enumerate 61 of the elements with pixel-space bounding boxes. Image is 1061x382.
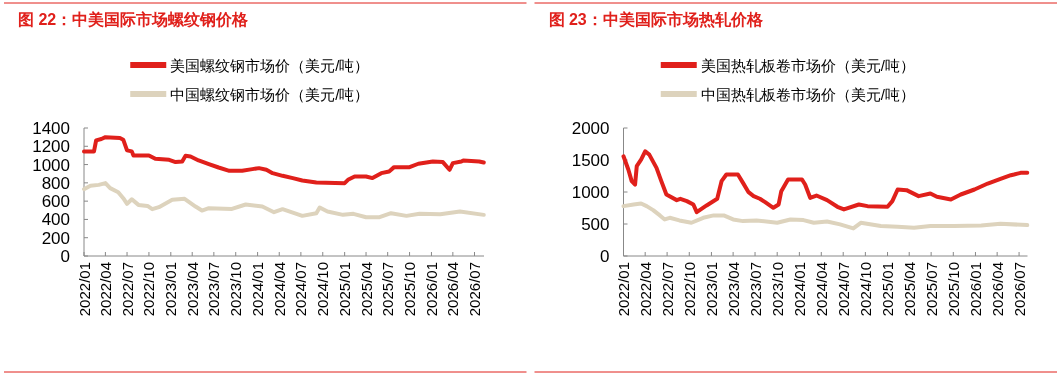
- x-tick-label: 2026/01: [966, 262, 984, 317]
- legend-label: 美国螺纹钢市场价（美元/吨）: [170, 57, 370, 74]
- y-tick-label: 1200: [32, 137, 70, 157]
- x-tick-label: 2022/10: [680, 262, 698, 317]
- x-tick-label: 2023/10: [768, 262, 786, 317]
- line-series: [82, 181, 486, 220]
- y-tick-label: 1400: [32, 119, 70, 138]
- line-series: [82, 135, 486, 186]
- x-tick-label: 2024/01: [790, 262, 808, 317]
- x-tick-label: 2023/07: [746, 262, 764, 317]
- x-tick-label: 2024/10: [314, 262, 332, 317]
- x-tick-label: 2022/01: [615, 262, 632, 317]
- line-series: [621, 149, 1030, 215]
- y-tick-label: 600: [41, 192, 70, 212]
- x-tick-label: 2025/04: [900, 262, 918, 317]
- x-tick-label: 2023/01: [702, 262, 720, 317]
- x-tick-label: 2026/01: [422, 262, 440, 317]
- x-tick-label: 2023/04: [724, 262, 742, 317]
- x-tick-label: 2025/04: [357, 262, 375, 317]
- line-series: [621, 201, 1030, 231]
- y-tick-label: 0: [600, 247, 610, 266]
- x-tick-label: 2024/01: [249, 262, 267, 317]
- y-tick-label: 1000: [32, 155, 70, 175]
- x-tick-label: 2022/10: [140, 262, 158, 317]
- x-tick-label: 2023/07: [205, 262, 223, 317]
- x-tick-label: 2024/07: [834, 262, 852, 317]
- x-tick-label: 2025/10: [401, 262, 419, 317]
- y-tick-label: 500: [581, 215, 610, 234]
- y-tick-label: 200: [41, 228, 70, 248]
- x-tick-label: 2026/04: [444, 262, 462, 317]
- x-tick-label: 2024/10: [856, 262, 874, 317]
- x-tick-label: 2025/01: [879, 262, 897, 317]
- legend-label: 美国热轧板卷市场价（美元/吨）: [700, 57, 915, 74]
- y-tick-label: 1000: [571, 183, 610, 202]
- x-tick-label: 2025/07: [922, 262, 940, 317]
- chart-title: 图 23：中美国际市场热轧价格: [548, 10, 764, 29]
- x-tick-label: 2026/07: [465, 262, 483, 317]
- y-tick-label: 2000: [571, 119, 610, 138]
- x-tick-label: 2023/04: [183, 262, 201, 317]
- chart-title: 图 22：中美国际市场螺纹钢价格: [18, 10, 250, 28]
- legend-label: 中国螺纹钢市场价（美元/吨）: [170, 86, 370, 103]
- x-tick-label: 2025/01: [336, 262, 354, 317]
- x-tick-label: 2026/04: [988, 262, 1006, 317]
- legend-label: 中国热轧板卷市场价（美元/吨）: [700, 86, 915, 103]
- x-tick-label: 2026/07: [1010, 262, 1028, 317]
- x-tick-label: 2024/04: [270, 262, 288, 317]
- x-tick-label: 2023/01: [162, 262, 180, 317]
- x-tick-label: 2024/04: [812, 262, 830, 317]
- x-tick-label: 2022/04: [96, 262, 114, 317]
- y-tick-label: 800: [41, 173, 70, 193]
- x-tick-label: 2025/10: [944, 262, 962, 317]
- x-tick-label: 2022/04: [636, 262, 654, 317]
- y-tick-label: 0: [60, 247, 70, 266]
- x-tick-label: 2023/10: [227, 262, 245, 317]
- x-tick-label: 2024/07: [292, 262, 310, 317]
- y-tick-label: 1500: [571, 151, 610, 170]
- x-tick-label: 2022/01: [75, 262, 93, 317]
- x-tick-label: 2022/07: [658, 262, 676, 317]
- y-tick-label: 400: [41, 210, 70, 230]
- x-tick-label: 2022/07: [118, 262, 136, 317]
- x-tick-label: 2025/07: [379, 262, 397, 317]
